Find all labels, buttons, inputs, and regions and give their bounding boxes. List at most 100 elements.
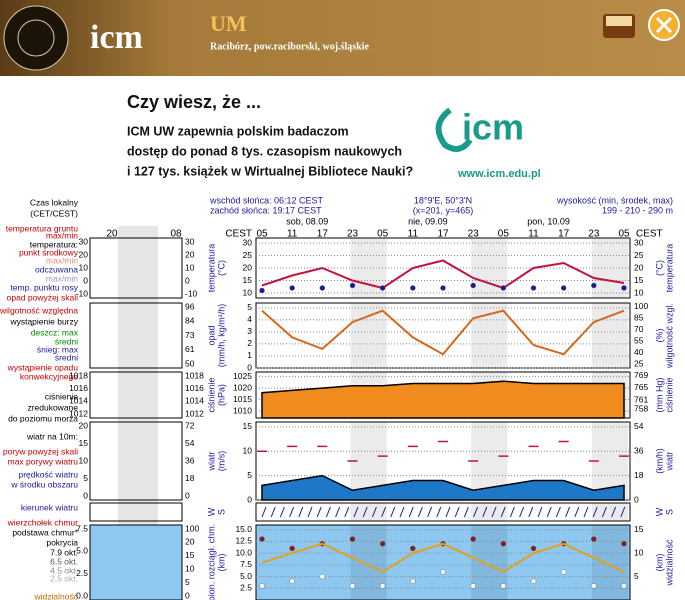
axis-label: temperatura	[664, 244, 674, 293]
series-dot	[379, 583, 386, 589]
tick-label: 758	[634, 404, 648, 414]
night-band	[350, 503, 387, 521]
hour-label: 05	[256, 229, 268, 240]
tick-label: 30	[185, 236, 195, 246]
tick-label: 10.0	[235, 547, 252, 557]
night-band	[471, 303, 508, 368]
legend-text: średni	[55, 352, 78, 362]
wind-arrow	[417, 506, 423, 518]
wind-arrow	[491, 506, 497, 518]
axis-label: (mm/h, kg/m²/h)	[216, 304, 226, 368]
close-button[interactable]	[648, 9, 680, 41]
legend-text: temperatura:	[30, 239, 78, 249]
hour-label: 11	[408, 229, 419, 240]
series-dot	[621, 583, 627, 589]
hour-label: 17	[317, 229, 329, 240]
series-dot	[470, 282, 476, 289]
legend-text: 4.5 okt.	[50, 565, 78, 575]
night-band	[471, 525, 508, 600]
tick-label: 765	[634, 382, 648, 392]
legend-text: 0.1 okt.	[50, 581, 78, 591]
axis-label: temperatura	[206, 244, 216, 293]
wind-arrow	[528, 506, 534, 518]
tick-label: 84	[185, 316, 195, 326]
hour-label: 05	[377, 229, 389, 240]
tick-label: 20	[185, 537, 195, 547]
book-button[interactable]	[603, 14, 635, 38]
wind-arrow	[335, 506, 341, 518]
tick-label: 10	[243, 287, 253, 297]
tick-label: 12.5	[235, 536, 252, 546]
tick-label: 769	[634, 370, 648, 380]
tick-label: 61	[185, 344, 195, 354]
tick-label: 761	[634, 394, 648, 404]
tick-label: 15	[79, 438, 89, 448]
series-dot	[500, 285, 507, 291]
legend-text: do poziomu morza	[8, 413, 78, 423]
mini-bg	[89, 421, 183, 501]
tick-label: -10	[76, 288, 89, 298]
series-dot	[530, 545, 537, 552]
seal-ring	[17, 19, 55, 57]
tick-label: -10	[185, 288, 198, 298]
wind-arrow	[546, 506, 552, 518]
tick-label: 3	[247, 326, 252, 336]
legend-text: deszcz: max	[31, 327, 79, 337]
legend-text: wystąpienie opadu	[7, 362, 79, 372]
legend-text: max/min	[46, 255, 78, 265]
series-dot	[349, 583, 356, 589]
wind-arrow	[399, 506, 405, 518]
height-title: wysokość (min, środek, max)	[556, 195, 673, 205]
day-label: nie, 09.09	[408, 216, 448, 226]
legend-text: ciśnienie	[45, 391, 78, 401]
tick-label: 1014	[69, 396, 88, 406]
series-dot	[349, 282, 356, 289]
tick-label: 10	[79, 262, 89, 272]
wind-arrow	[298, 506, 304, 518]
tick-label: 20	[79, 249, 89, 259]
tick-label: 10	[185, 262, 195, 272]
axis-label: wiatr	[206, 451, 216, 471]
wind-arrow	[555, 506, 561, 518]
legend-text: poryw powyżej skali	[3, 446, 78, 456]
series-dot	[379, 285, 386, 291]
tick-label: 54	[185, 438, 195, 448]
series-dot	[319, 573, 326, 580]
mini-bg	[89, 371, 183, 419]
hour-label: 23	[588, 229, 600, 240]
wind-arrow	[371, 506, 377, 518]
wind-arrow	[565, 506, 571, 518]
tick-label: 7.5	[240, 559, 252, 569]
axis-label: S	[664, 509, 674, 515]
series-dot	[259, 583, 265, 589]
legend-text: kierunek wiatru	[21, 502, 78, 512]
ad-url[interactable]: www.icm.edu.pl	[457, 168, 541, 180]
tick-label: 5.0	[76, 546, 88, 556]
ad-logo: icm	[462, 107, 524, 148]
legend-text: wierzchołek chmur	[7, 517, 79, 527]
wind-arrow	[583, 506, 589, 518]
tick-label: 10	[634, 547, 644, 557]
tick-label: 0	[83, 490, 88, 500]
tick-label: 30	[634, 237, 644, 247]
series-dot	[319, 285, 326, 291]
tick-label: 100	[185, 523, 199, 533]
tick-label: 5	[247, 470, 252, 480]
mini-bg	[89, 524, 183, 600]
tick-label: 25	[634, 358, 644, 368]
wind-arrow	[454, 506, 460, 518]
series-line	[261, 259, 625, 290]
mini-bg	[89, 302, 183, 369]
tick-label: 20	[185, 249, 195, 259]
tick-label: 5	[247, 302, 252, 312]
series-dot	[530, 578, 537, 584]
tick-label: 1016	[185, 383, 204, 393]
wind-arrow	[620, 506, 626, 518]
series-dot	[440, 569, 446, 575]
hour-label: 17	[558, 229, 570, 240]
tick-label: 1014	[185, 396, 204, 406]
wind-arrow	[537, 506, 543, 518]
day-label: sob, 08.09	[286, 216, 328, 226]
axis-label: ciśnienie	[664, 377, 674, 412]
